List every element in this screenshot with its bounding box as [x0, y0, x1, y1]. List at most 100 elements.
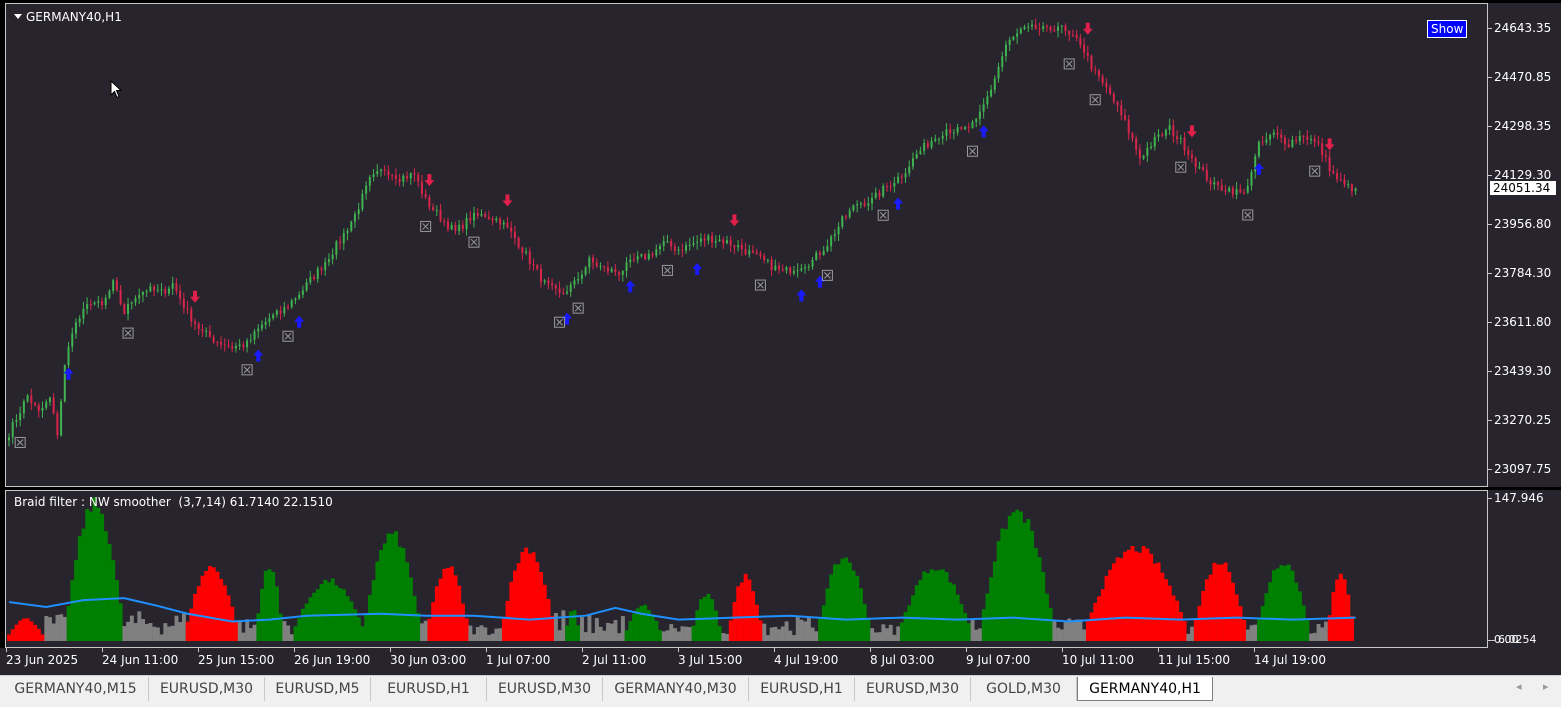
candle [272, 312, 275, 321]
indicator-bar [141, 618, 145, 641]
candle [841, 215, 844, 230]
candlestick-plot[interactable] [6, 4, 1487, 486]
candle [1224, 184, 1227, 195]
candle [510, 221, 513, 239]
exit-marker-icon [241, 364, 253, 376]
indicator-bar [215, 571, 220, 641]
indicator-bar [728, 620, 733, 641]
chart-tab[interactable]: GERMANY40,H1 [1077, 677, 1213, 701]
chart-tab[interactable]: EURUSD,M30 [855, 677, 971, 701]
indicator-bar [513, 570, 517, 641]
candle [525, 247, 528, 256]
price-scale[interactable]: 24643.35 24470.85 24298.35 24129.30 23956.80… [1487, 3, 1561, 487]
indicator-bar [301, 608, 305, 641]
indicator-bar [423, 620, 428, 641]
candle [1164, 128, 1167, 140]
candle [1231, 185, 1234, 199]
candle [774, 259, 777, 272]
show-button[interactable]: Show [1427, 20, 1468, 38]
indicator-window[interactable]: Braid filter : NW smoother (3,7,14) 61.7… [5, 490, 1488, 648]
indicator-bar [803, 621, 808, 641]
indicator-bar [1190, 626, 1195, 641]
candle [871, 192, 874, 211]
chart-tab[interactable]: GERMANY40,M15 [3, 677, 149, 701]
candle [331, 248, 334, 265]
time-tick-label: 10 Jul 11:00 [1062, 648, 1134, 667]
candle [822, 246, 825, 256]
chart-tab[interactable]: EURUSD,M30 [487, 677, 603, 701]
indicator-bar [1182, 621, 1187, 641]
candle [867, 196, 870, 211]
time-tick-label: 9 Jul 07:00 [966, 648, 1031, 667]
chart-tab[interactable]: EURUSD,M30 [149, 677, 265, 701]
candle [1016, 28, 1019, 44]
indicator-bar [427, 618, 432, 641]
indicator-bar [405, 562, 410, 641]
candle [487, 210, 490, 221]
candle [339, 236, 342, 250]
exit-marker-icon [282, 330, 294, 342]
price-chart[interactable]: GERMANY40,H1 Show [5, 3, 1488, 487]
candle [1354, 187, 1357, 195]
indicator-bar [799, 619, 804, 641]
indicator-bar [821, 605, 826, 641]
indicator-bar [1316, 624, 1321, 641]
chart-tab[interactable]: EURUSD,H1 [749, 677, 855, 701]
indicator-bar [1275, 568, 1280, 641]
indicator-bar [788, 630, 793, 641]
indicator-bar [22, 618, 26, 641]
indicator-bar [1123, 551, 1128, 641]
indicator-bar [587, 614, 592, 641]
indicator-bar [1071, 620, 1075, 641]
chart-tab[interactable]: GERMANY40,M30 [603, 677, 749, 701]
candle [368, 174, 371, 192]
indicator-bar [1059, 629, 1064, 641]
candle [1190, 149, 1193, 163]
candle [383, 165, 386, 176]
sell-arrow-icon [1186, 125, 1197, 138]
candle [342, 228, 345, 251]
buy-arrow-icon [253, 349, 264, 362]
price-tick-label: 24470.85 [1487, 70, 1552, 84]
indicator-bar [490, 633, 495, 641]
exit-marker-icon [661, 264, 673, 276]
indicator-bar [1152, 563, 1157, 641]
candle [1172, 119, 1175, 143]
indicator-bar [1212, 562, 1217, 641]
indicator-bar [806, 617, 811, 641]
candle [74, 318, 77, 339]
candle [577, 271, 580, 285]
indicator-bar [632, 613, 637, 641]
candle [662, 235, 665, 252]
candle [234, 342, 237, 353]
indicator-bar [44, 615, 49, 641]
indicator-bar [185, 621, 190, 641]
buy-arrow-icon [562, 312, 572, 325]
indicator-bar [10, 629, 15, 641]
indicator-bar [144, 624, 149, 641]
indicator-bar [732, 602, 737, 641]
indicator-bar [691, 625, 696, 641]
candle [409, 172, 412, 185]
candle [37, 402, 40, 418]
chart-tab[interactable]: EURUSD,M5 [265, 677, 371, 701]
candle [978, 104, 981, 126]
indicator-bar [922, 571, 927, 641]
indicator-bar [312, 592, 317, 641]
candle [186, 300, 189, 315]
indicator-bar [85, 509, 90, 641]
indicator-bar [903, 612, 908, 641]
time-tick-label: 23 Jun 2025 [6, 648, 79, 667]
candle [993, 75, 996, 94]
indicator-bar [1011, 512, 1016, 641]
chart-tab[interactable]: EURUSD,H1 [371, 677, 487, 701]
scroll-right-icon[interactable]: ▸ [1543, 680, 1549, 693]
scroll-left-icon[interactable]: ◂ [1516, 680, 1522, 693]
dropdown-triangle-icon[interactable] [14, 14, 22, 19]
candle [521, 246, 524, 260]
candle [279, 305, 282, 320]
symbol-title[interactable]: GERMANY40,H1 [14, 10, 122, 24]
indicator-bar [1223, 562, 1228, 641]
chart-tab[interactable]: GOLD,M30 [971, 677, 1077, 701]
candle [1343, 174, 1346, 188]
